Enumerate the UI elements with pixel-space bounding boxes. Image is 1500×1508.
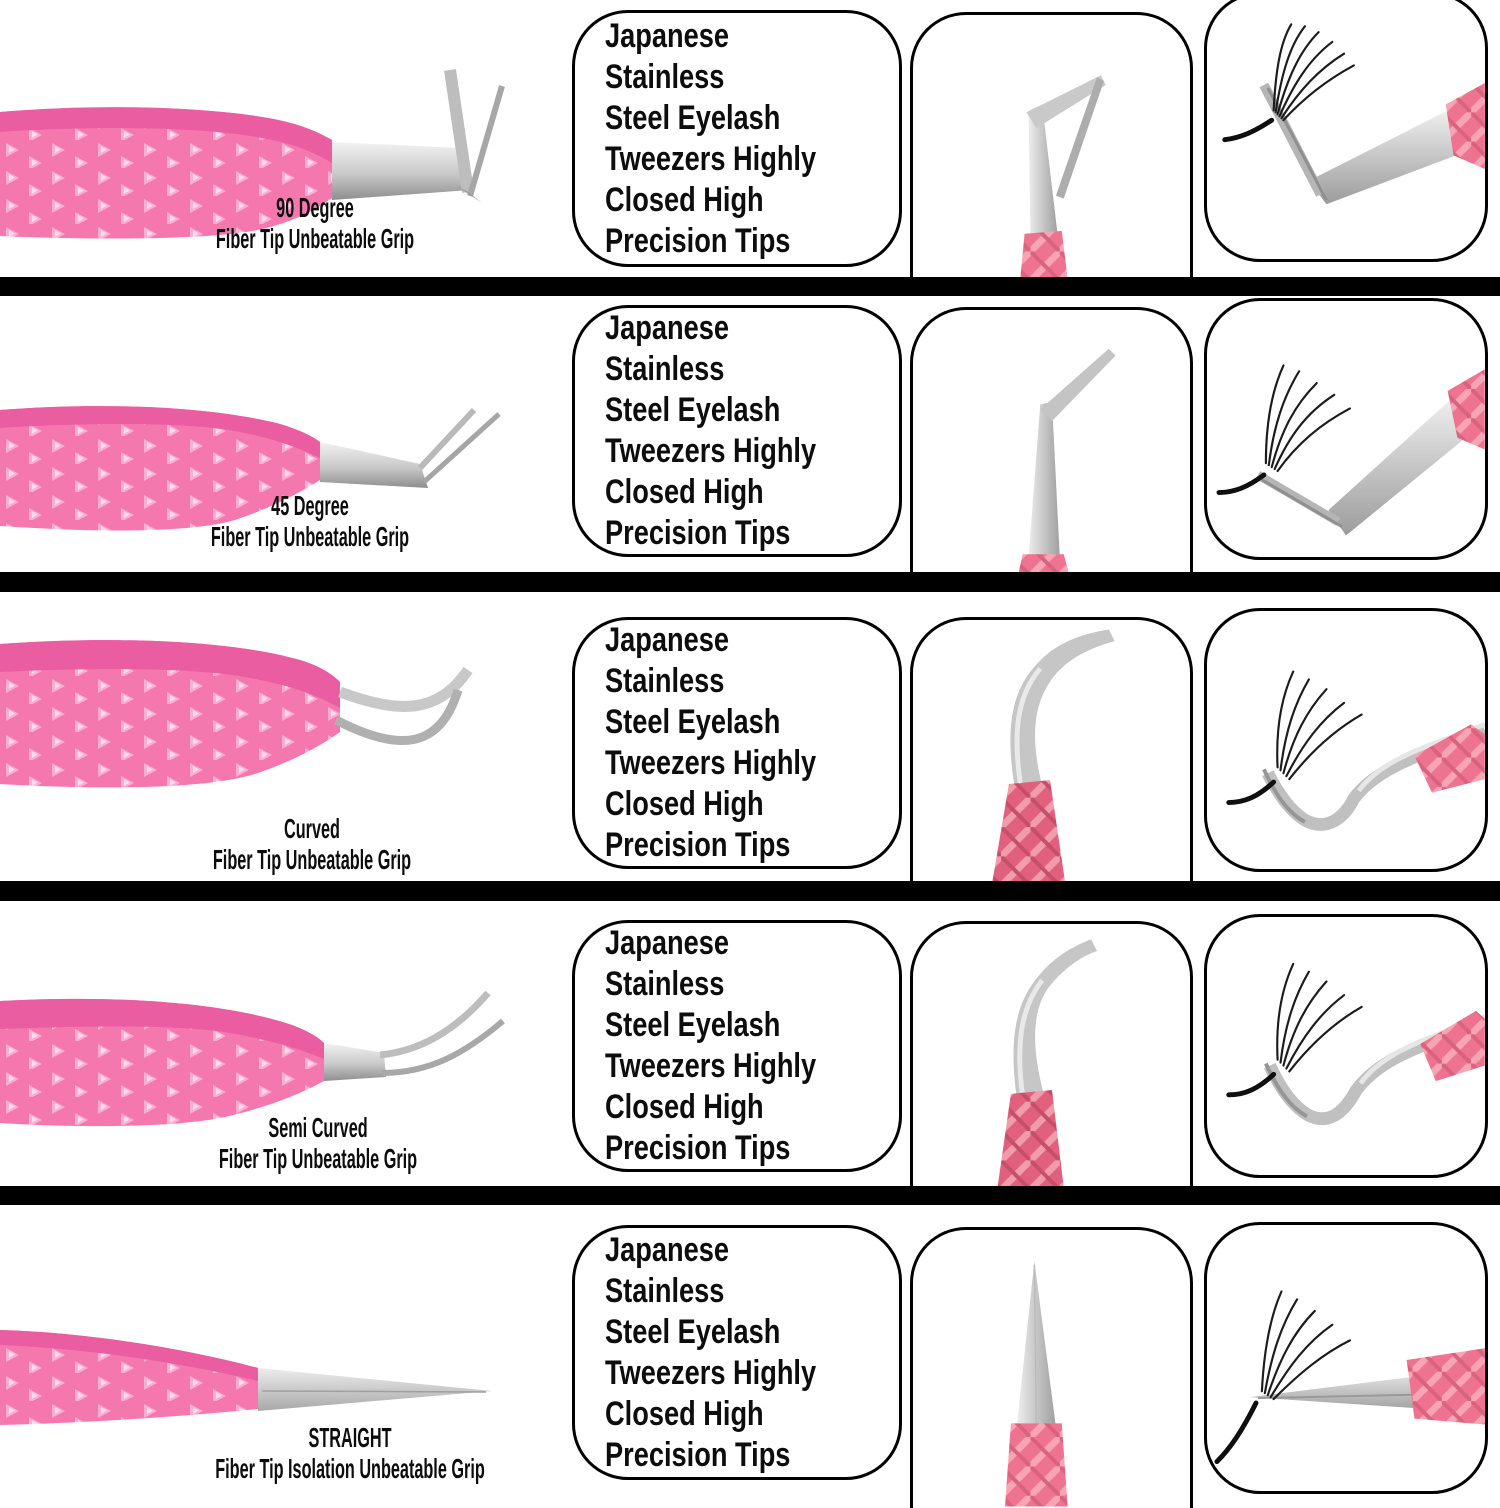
lash-fan-icon (1260, 1290, 1351, 1401)
lash-fan-icon (1264, 364, 1351, 473)
lash-closeup-box (1204, 1222, 1488, 1494)
tweezer-photo-straight-icon (0, 1330, 492, 1425)
tweezer-label-line1: Curved (284, 813, 340, 844)
tweezer-label: 90 Degree Fiber Tip Unbeatable Grip (216, 192, 414, 254)
divider-bar-2 (0, 572, 1500, 592)
tweezer-label-line2: Fiber Tip Unbeatable Grip (212, 844, 412, 875)
tweezer-label-line2: Fiber Tip Unbeatable Grip (215, 223, 415, 254)
tweezer-label-line1: 90 Degree (276, 192, 354, 223)
lash-closeup-box (1204, 298, 1488, 560)
description-text: Japanese Stainless Steel Eyelash Tweezer… (605, 1230, 817, 1474)
lash-closeup-box (1204, 608, 1488, 872)
description-card: Japanese Stainless Steel Eyelash Tweezer… (572, 305, 902, 557)
lash-fan-icon (1272, 23, 1355, 122)
tip-closeup-box (910, 617, 1193, 901)
lash-closeup-90-degree-icon (1222, 23, 1485, 205)
divider-bar-3 (0, 881, 1500, 901)
divider-bar-4 (0, 1186, 1500, 1205)
tweezer-label: 45 Degree Fiber Tip Unbeatable Grip (211, 490, 409, 552)
description-card: Japanese Stainless Steel Eyelash Tweezer… (572, 1225, 902, 1480)
tip-closeup-box (910, 921, 1193, 1205)
tweezer-label: STRAIGHT Fiber Tip Isolation Unbeatable … (215, 1422, 485, 1484)
lash-fan-icon (1276, 962, 1363, 1073)
tweezer-photo-45-degree-icon (0, 406, 501, 531)
lash-closeup-45-degree-icon (1216, 364, 1485, 536)
tweezer-label: Semi Curved Fiber Tip Unbeatable Grip (219, 1112, 417, 1174)
tweezer-label-line1: STRAIGHT (308, 1422, 392, 1453)
lash-closeup-curved-icon (1226, 670, 1485, 831)
tip-closeup-box (910, 12, 1193, 296)
tip-closeup-box (910, 1227, 1193, 1508)
description-text: Japanese Stainless Steel Eyelash Tweezer… (605, 621, 817, 864)
tweezer-photo-semi-curved-icon (0, 990, 505, 1127)
description-card: Japanese Stainless Steel Eyelash Tweezer… (572, 10, 902, 267)
lash-closeup-box (1204, 0, 1488, 262)
description-card: Japanese Stainless Steel Eyelash Tweezer… (572, 617, 902, 869)
lash-closeup-box (1204, 914, 1488, 1178)
description-card: Japanese Stainless Steel Eyelash Tweezer… (572, 920, 902, 1172)
tweezer-photo-curved-icon (0, 640, 473, 788)
description-text: Japanese Stainless Steel Eyelash Tweezer… (605, 309, 817, 552)
lash-closeup-straight-icon (1214, 1290, 1485, 1465)
divider-bar-1 (0, 277, 1500, 296)
tip-closeup-box (910, 307, 1193, 592)
tweezer-label-line2: Fiber Tip Isolation Unbeatable Grip (215, 1453, 485, 1484)
tip-closeup-straight-icon (1005, 1260, 1068, 1507)
tweezer-label-line1: Semi Curved (268, 1112, 368, 1143)
tip-closeup-90-degree-icon (1018, 75, 1106, 295)
tip-closeup-semi-curved-icon (995, 939, 1098, 1204)
description-text: Japanese Stainless Steel Eyelash Tweezer… (605, 924, 817, 1167)
lash-closeup-semi-curved-icon (1226, 962, 1485, 1125)
tip-closeup-45-degree-icon (1014, 348, 1116, 591)
lash-fan-icon (1276, 670, 1363, 781)
tweezer-label: Curved Fiber Tip Unbeatable Grip (213, 813, 411, 875)
tip-closeup-curved-icon (989, 629, 1115, 900)
description-text: Japanese Stainless Steel Eyelash Tweezer… (605, 16, 817, 260)
tweezer-label-line2: Fiber Tip Unbeatable Grip (218, 1143, 418, 1174)
tweezer-photo-90-degree-icon (0, 69, 505, 239)
tweezer-label-line2: Fiber Tip Unbeatable Grip (210, 521, 410, 552)
tweezer-label-line1: 45 Degree (271, 490, 349, 521)
